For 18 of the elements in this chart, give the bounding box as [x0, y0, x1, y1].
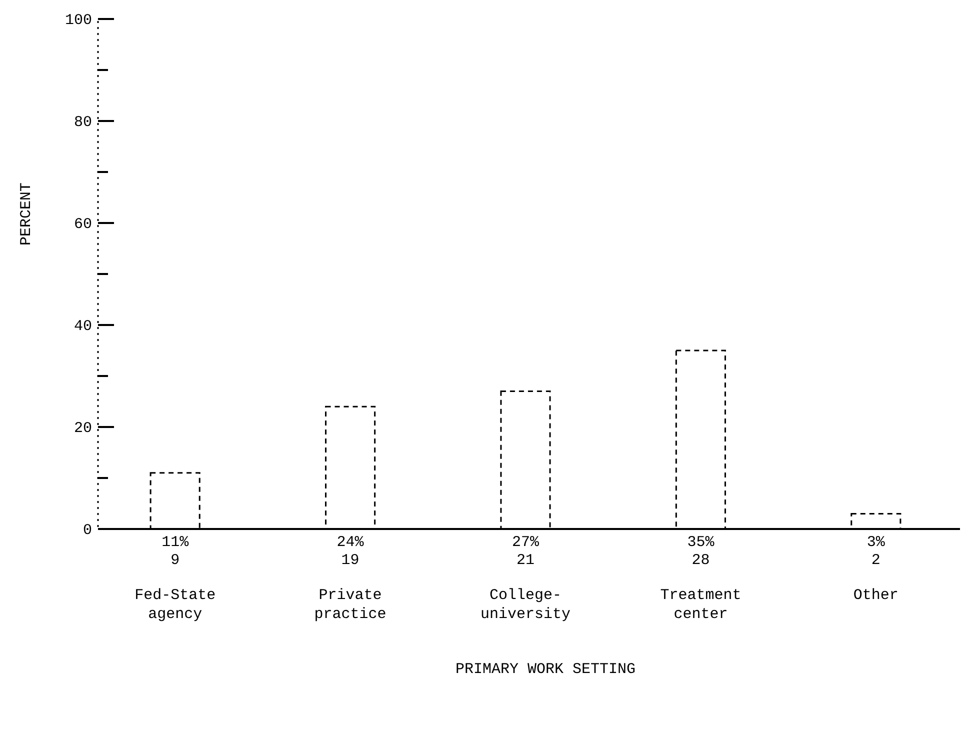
y-tick-label: 80 — [74, 114, 92, 131]
x-tick-label: Fed-State agency — [134, 587, 216, 623]
y-axis-title: PERCENT — [18, 182, 35, 246]
y-tick-label: 40 — [74, 318, 92, 335]
x-tick-label: Private practice — [314, 587, 386, 623]
x-tick-label: Treatment center — [660, 587, 742, 623]
y-tick-label: 0 — [82, 522, 92, 539]
data-label: 11% 9 — [162, 534, 190, 569]
x-tick-label: College- university — [480, 587, 571, 623]
data-label: 27% 21 — [512, 534, 540, 569]
x-axis-title: PRIMARY WORK SETTING — [455, 661, 636, 678]
y-tick-label: 20 — [74, 420, 92, 437]
data-label: 3% 2 — [866, 534, 886, 569]
data-label: 24% 19 — [336, 534, 365, 569]
x-tick-label: Other — [853, 587, 898, 604]
y-tick-label: 100 — [64, 12, 92, 29]
data-label: 35% 28 — [687, 534, 716, 569]
y-tick-label: 60 — [74, 216, 92, 233]
